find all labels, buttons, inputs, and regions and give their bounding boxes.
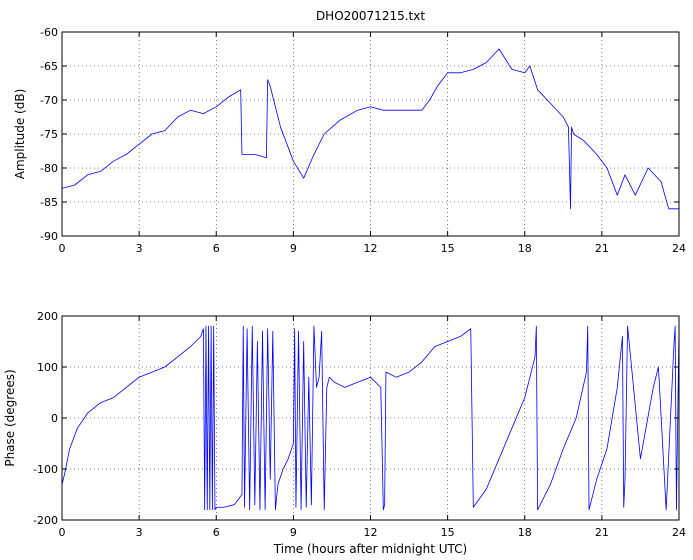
- amplitude-x-tick-label: 18: [518, 242, 532, 255]
- phase-grid: [62, 316, 679, 520]
- phase-x-tick-label: 18: [518, 526, 532, 539]
- phase-x-tick-label: 9: [290, 526, 297, 539]
- phase-x-tick-label: 15: [441, 526, 455, 539]
- phase-y-tick-label: -200: [33, 514, 58, 527]
- amplitude-x-tick-label: 6: [213, 242, 220, 255]
- phase-y-tick-label: -100: [33, 463, 58, 476]
- amplitude-ticks: [61, 31, 680, 237]
- phase-y-tick-label: 100: [37, 361, 58, 374]
- amplitude-y-tick-label: -90: [40, 230, 58, 243]
- phase-x-tick-label: 0: [59, 526, 66, 539]
- phase-x-tick-label: 6: [213, 526, 220, 539]
- phase-x-tick-label: 21: [595, 526, 609, 539]
- amplitude-y-tick-label: -75: [40, 128, 58, 141]
- phase-x-axis-label: Time (hours after midnight UTC): [273, 542, 467, 556]
- amplitude-y-tick-label: -70: [40, 94, 58, 107]
- amplitude-x-tick-label: 15: [441, 242, 455, 255]
- phase-series: [61, 325, 680, 511]
- amplitude-series-line: [61, 48, 679, 210]
- phase-x-tick-label: 24: [672, 526, 686, 539]
- amplitude-y-tick-labels: -90 -85 -80 -75 -70 -65 -60: [40, 26, 58, 243]
- amplitude-x-tick-label: 3: [136, 242, 143, 255]
- amplitude-y-tick-label: -65: [40, 60, 58, 73]
- amplitude-chart: DHO20071215.txt 0 3 6 9 12 15 18 21 24 -90 -85 -80…: [13, 9, 686, 255]
- phase-y-tick-labels: -200 -100 0 100 200: [33, 310, 58, 527]
- amplitude-x-tick-label: 0: [59, 242, 66, 255]
- amplitude-y-tick-label: -80: [40, 162, 58, 175]
- amplitude-y-tick-label: -85: [40, 196, 58, 209]
- amplitude-x-tick-label: 21: [595, 242, 609, 255]
- phase-y-tick-label: 200: [37, 310, 58, 323]
- phase-ticks: [61, 315, 680, 521]
- amplitude-x-tick-label: 12: [364, 242, 378, 255]
- amplitude-x-tick-label: 24: [672, 242, 686, 255]
- phase-y-axis-label: Phase (degrees): [3, 369, 17, 466]
- amplitude-y-axis-label: Amplitude (dB): [13, 89, 27, 180]
- phase-series-line: [61, 325, 680, 511]
- amplitude-x-tick-label: 9: [290, 242, 297, 255]
- amplitude-grid: [62, 32, 679, 236]
- phase-y-tick-label: 0: [51, 412, 58, 425]
- amplitude-x-tick-labels: 0 3 6 9 12 15 18 21 24: [59, 242, 687, 255]
- phase-x-tick-labels: 0 3 6 9 12 15 18 21 24: [59, 526, 687, 539]
- phase-x-tick-label: 3: [136, 526, 143, 539]
- amplitude-y-tick-label: -60: [40, 26, 58, 39]
- amplitude-chart-title: DHO20071215.txt: [316, 9, 425, 23]
- amplitude-series: [61, 48, 679, 210]
- phase-x-tick-label: 12: [364, 526, 378, 539]
- phase-chart: 0 3 6 9 12 15 18 21 24 -200 -100 0 100 200 Time (hou…: [3, 310, 686, 556]
